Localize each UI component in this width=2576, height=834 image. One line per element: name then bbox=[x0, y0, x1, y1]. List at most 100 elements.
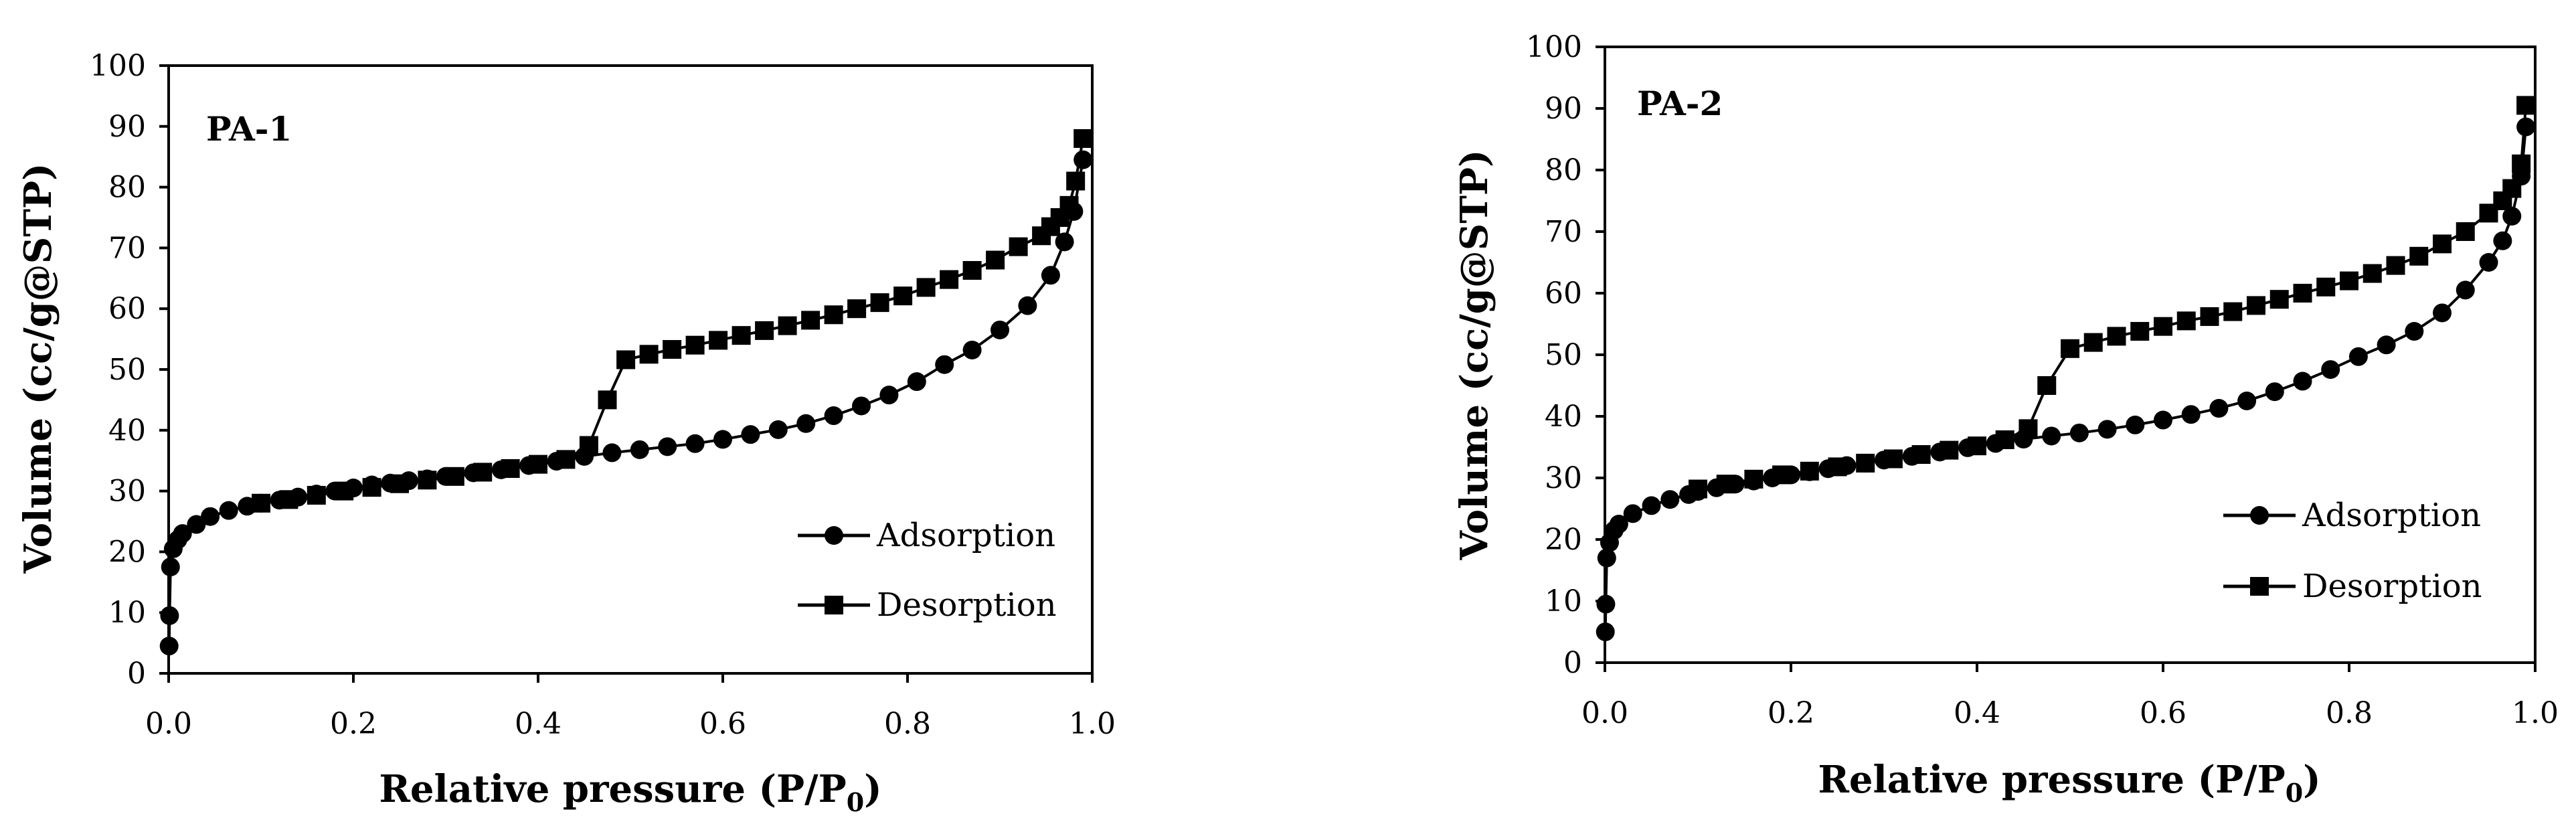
data-point-adsorption bbox=[2456, 280, 2475, 300]
data-point-desorption bbox=[2037, 376, 2057, 395]
data-point-desorption bbox=[1800, 461, 1819, 481]
y-tick-label: 30 bbox=[108, 475, 146, 509]
data-point-adsorption bbox=[991, 320, 1009, 339]
y-tick-label: 10 bbox=[108, 596, 146, 630]
data-point-desorption bbox=[1856, 453, 1875, 473]
x-axis-title-subscript: 0 bbox=[2286, 778, 2303, 808]
data-point-adsorption bbox=[602, 443, 622, 463]
y-tick-label: 30 bbox=[1545, 461, 1582, 495]
data-point-desorption bbox=[1828, 457, 1847, 477]
data-point-adsorption bbox=[2479, 253, 2498, 272]
data-point-desorption bbox=[2409, 246, 2429, 266]
data-point-desorption bbox=[639, 345, 659, 364]
data-point-adsorption bbox=[1623, 504, 1642, 523]
legend-desorption-marker bbox=[825, 596, 843, 614]
data-point-adsorption bbox=[2502, 207, 2522, 226]
data-point-adsorption bbox=[2237, 392, 2257, 410]
data-point-adsorption bbox=[1041, 266, 1060, 285]
data-point-adsorption bbox=[879, 386, 899, 405]
x-tick-label: 0.8 bbox=[2326, 696, 2373, 730]
data-point-desorption bbox=[1911, 445, 1931, 465]
data-point-desorption bbox=[1772, 465, 1792, 485]
legend-adsorption-marker bbox=[825, 526, 843, 545]
legend-adsorption-label: Adsorption bbox=[876, 517, 1055, 554]
x-axis-title-main: Relative pressure (P/P bbox=[379, 767, 846, 811]
series-line-adsorption bbox=[167, 159, 1085, 647]
data-point-desorption bbox=[2061, 339, 2079, 358]
y-tick-label: 0 bbox=[127, 657, 146, 691]
data-point-adsorption bbox=[2069, 423, 2089, 442]
y-tick-label: 100 bbox=[1526, 30, 1582, 64]
x-tick-label: 0.6 bbox=[699, 707, 746, 741]
chart-title: PA-1 bbox=[206, 109, 292, 149]
data-point-desorption bbox=[1066, 171, 1086, 191]
y-tick-label: 20 bbox=[1545, 523, 1582, 557]
y-tick-label: 50 bbox=[1545, 338, 1582, 372]
data-point-desorption bbox=[2316, 277, 2336, 297]
data-point-adsorption bbox=[907, 372, 926, 392]
data-point-adsorption bbox=[1596, 594, 1616, 614]
data-point-desorption bbox=[2200, 307, 2219, 326]
data-point-adsorption bbox=[219, 501, 238, 520]
data-point-desorption bbox=[778, 316, 797, 335]
y-tick-label: 20 bbox=[108, 535, 146, 569]
data-point-desorption bbox=[709, 331, 728, 350]
x-axis-title-end: ) bbox=[2303, 758, 2321, 802]
data-point-adsorption bbox=[852, 396, 871, 416]
data-point-desorption bbox=[755, 321, 774, 340]
data-point-desorption bbox=[1744, 469, 1764, 489]
series-markers-adsorption bbox=[1596, 117, 2536, 641]
legend: Adsorption Desorption bbox=[798, 517, 1057, 624]
data-point-desorption bbox=[1009, 237, 1028, 256]
y-tick-label: 60 bbox=[1545, 276, 1582, 311]
x-tick-label: 0.2 bbox=[1768, 696, 1814, 730]
data-point-desorption bbox=[2269, 290, 2289, 309]
data-point-desorption bbox=[598, 390, 617, 410]
data-point-desorption bbox=[663, 340, 682, 359]
data-point-adsorption bbox=[2154, 410, 2172, 430]
data-point-desorption bbox=[473, 463, 493, 482]
data-point-adsorption bbox=[159, 637, 179, 656]
series-markers-adsorption bbox=[159, 150, 1093, 656]
series-line-adsorption bbox=[1604, 127, 2528, 633]
data-point-adsorption bbox=[2493, 231, 2512, 250]
data-point-desorption bbox=[2130, 322, 2150, 341]
data-point-desorption bbox=[2433, 234, 2452, 254]
x-tick-label: 0.0 bbox=[1581, 696, 1628, 730]
y-tick-label: 90 bbox=[1545, 92, 1582, 126]
y-tick-label: 80 bbox=[108, 171, 146, 205]
legend-desorption-label: Desorption bbox=[2302, 568, 2482, 605]
y-tick-label: 70 bbox=[1545, 215, 1582, 249]
data-point-adsorption bbox=[741, 425, 760, 444]
data-point-desorption bbox=[2456, 222, 2475, 241]
y-tick-label: 80 bbox=[1545, 153, 1582, 187]
data-point-desorption bbox=[2107, 327, 2126, 346]
data-point-desorption bbox=[1689, 479, 1707, 499]
data-point-desorption bbox=[2340, 271, 2358, 290]
data-point-desorption bbox=[616, 350, 636, 369]
data-point-desorption bbox=[893, 286, 913, 306]
x-axis-title-end: ) bbox=[864, 767, 882, 811]
data-point-desorption bbox=[916, 278, 936, 297]
data-point-desorption bbox=[556, 450, 576, 469]
data-point-adsorption bbox=[2293, 371, 2312, 391]
data-point-adsorption bbox=[2377, 335, 2396, 355]
legend-adsorption-label: Adsorption bbox=[2302, 497, 2481, 534]
data-point-desorption bbox=[529, 454, 547, 474]
x-tick-label: 0.8 bbox=[884, 707, 931, 741]
plot-area bbox=[167, 64, 1094, 675]
x-axis-title: Relative pressure (P/P0) bbox=[1818, 758, 2320, 808]
y-tick-label: 40 bbox=[1545, 400, 1582, 434]
data-point-adsorption bbox=[2126, 415, 2145, 434]
data-point-adsorption bbox=[713, 430, 732, 449]
chart-pa-2: PA-2 Volume (cc/g@STP) Relative pressure… bbox=[1452, 30, 2559, 808]
data-point-adsorption bbox=[824, 406, 843, 426]
data-point-desorption bbox=[1716, 475, 1735, 494]
data-point-adsorption bbox=[685, 434, 705, 453]
data-point-desorption bbox=[2019, 419, 2038, 438]
data-point-desorption bbox=[986, 250, 1005, 270]
x-tick-label: 1.0 bbox=[2512, 696, 2559, 730]
x-tick-label: 0.4 bbox=[515, 707, 562, 741]
data-point-adsorption bbox=[160, 606, 179, 625]
data-point-adsorption bbox=[1597, 548, 1616, 568]
